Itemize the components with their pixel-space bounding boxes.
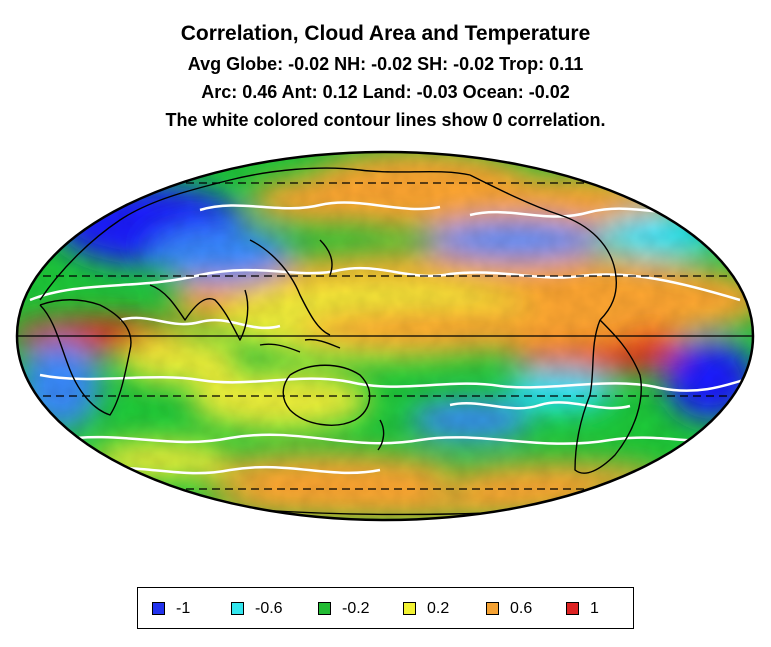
legend-swatch [486,602,499,615]
legend-label: -0.2 [342,600,370,617]
legend-label: 0.2 [427,600,450,617]
legend-label: -1 [176,600,191,617]
chart-title: Correlation, Cloud Area and Temperature [180,22,591,45]
legend-label: 1 [590,600,599,617]
regional-averages-line: Arc: 0.46 Ant: 0.12 Land: -0.03 Ocean: -… [201,82,570,102]
legend-label: 0.6 [510,600,533,617]
legend-swatch [152,602,165,615]
legend-swatch [403,602,416,615]
chart-title-block: Correlation, Cloud Area and Temperature … [0,18,771,134]
contour-note: The white colored contour lines show 0 c… [165,110,606,130]
legend: -1 -0.6 -0.2 0.2 0.6 1 [137,587,634,629]
zero-contour-lines [29,201,751,475]
legend-swatch [318,602,331,615]
globe-outline [15,150,755,522]
global-averages-line: Avg Globe: -0.02 NH: -0.02 SH: -0.02 Tro… [187,54,584,74]
legend-swatch [231,602,244,615]
legend-swatch [566,602,579,615]
legend-label: -0.6 [255,600,283,617]
